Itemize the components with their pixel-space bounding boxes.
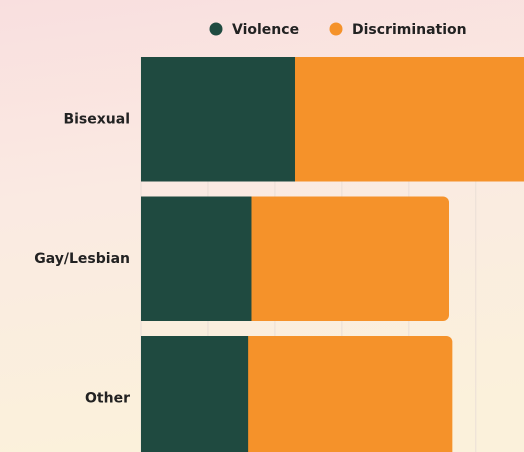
legend-swatch xyxy=(329,22,343,36)
y-tick-label: Bisexual xyxy=(63,111,130,127)
bar-segment xyxy=(141,57,296,182)
bar-segment xyxy=(287,57,524,182)
bar-segment xyxy=(141,336,249,452)
bar-segment xyxy=(240,336,453,452)
y-tick-label: Gay/Lesbian xyxy=(34,251,130,267)
bar-segment xyxy=(141,196,252,321)
legend-label: Violence xyxy=(232,22,299,38)
legend-label: Discrimination xyxy=(352,22,467,38)
legend-swatch xyxy=(209,22,223,36)
bar-segment xyxy=(243,196,450,321)
y-tick-label: Other xyxy=(85,390,130,406)
